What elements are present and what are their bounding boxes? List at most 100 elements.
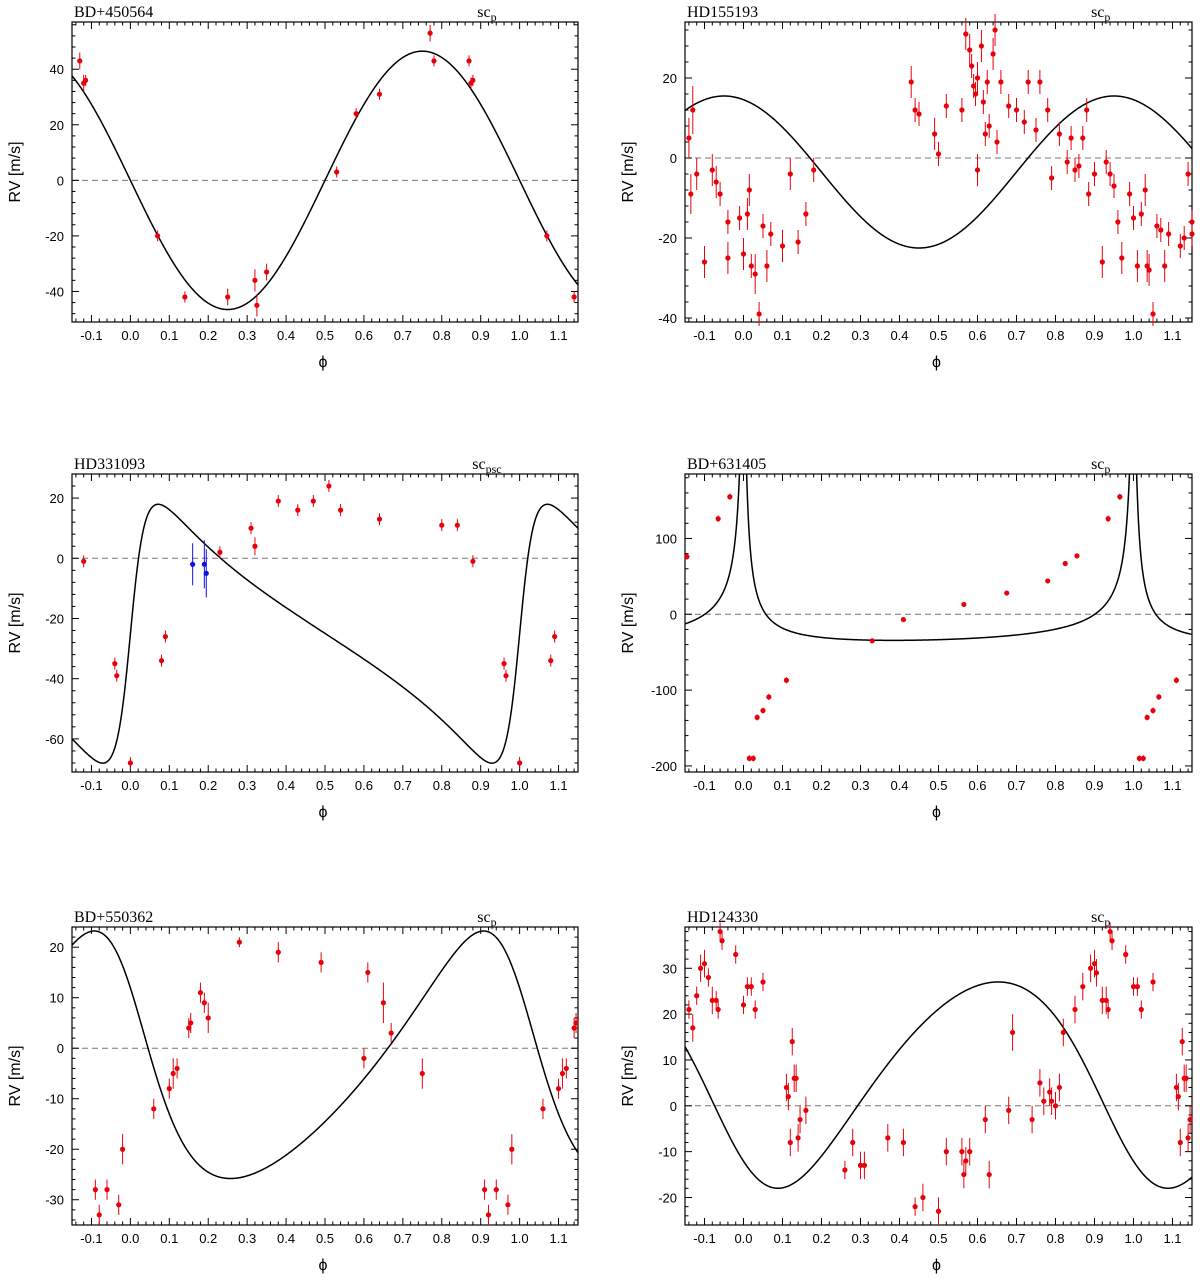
x-tick-label: 1.1: [1163, 1231, 1181, 1246]
panel-sublabel: scp: [1091, 4, 1110, 24]
panel-sublabel: scp: [1091, 909, 1110, 929]
x-tick-label: 1.0: [511, 328, 529, 343]
data-point: [961, 601, 967, 608]
data-point: [361, 1055, 367, 1061]
data-point: [254, 302, 260, 308]
plot-frame: [71, 21, 579, 323]
x-tick-label: 0.4: [890, 328, 908, 343]
data-point: [1029, 1116, 1035, 1123]
data-point: [811, 167, 817, 173]
data-point: [295, 507, 301, 513]
data-point: [686, 135, 692, 141]
data-point: [1056, 131, 1062, 137]
x-tick-label: 0.5: [316, 778, 334, 793]
data-point: [1138, 1006, 1144, 1013]
data-point: [83, 77, 89, 83]
x-tick-label: 0.8: [1046, 1231, 1064, 1246]
data-point: [967, 1149, 973, 1155]
data-point: [1021, 119, 1027, 125]
data-point: [252, 277, 258, 283]
data-point: [972, 91, 979, 97]
data-point: [1130, 215, 1137, 221]
data-point: [717, 191, 723, 197]
data-point: [466, 58, 472, 64]
y-axis-label: RV [m/s]: [7, 592, 24, 653]
data-point: [803, 211, 809, 217]
data-point: [967, 47, 973, 53]
x-tick-label: 0.3: [238, 328, 256, 343]
data-point: [197, 990, 204, 996]
data-point: [752, 271, 758, 277]
data-point: [752, 1006, 758, 1013]
data-point: [555, 1086, 562, 1092]
data-point: [1037, 1080, 1043, 1086]
data-point: [1109, 938, 1115, 944]
data-point: [756, 311, 762, 317]
data-point: [912, 107, 918, 113]
panel-title: BD+450564: [74, 4, 153, 21]
data-point: [155, 233, 161, 239]
data-point: [380, 1000, 386, 1006]
panel-title: BD+631405: [687, 456, 766, 473]
x-tick-label: 0.0: [121, 328, 139, 343]
data-point: [740, 251, 747, 257]
y-tick-label: 20: [663, 71, 677, 86]
y-tick-label: 10: [50, 991, 64, 1006]
data-point: [1099, 259, 1105, 265]
data-point: [715, 516, 721, 522]
data-point: [705, 974, 712, 981]
data-point: [104, 1187, 110, 1193]
x-tick-label: 0.7: [1007, 1231, 1025, 1246]
data-point: [170, 1070, 176, 1077]
data-point: [1144, 714, 1150, 721]
data-point: [571, 294, 577, 300]
model-curve: [72, 930, 578, 1180]
data-point: [1049, 175, 1055, 181]
x-tick-label: 0.1: [773, 328, 791, 343]
plot-frame: [684, 473, 1193, 773]
x-tick-label: -0.1: [693, 1231, 715, 1246]
data-point: [1173, 677, 1179, 683]
data-point: [174, 1065, 180, 1072]
x-tick-label: 1.1: [549, 778, 567, 793]
data-point: [768, 231, 774, 237]
data-point: [1166, 231, 1172, 237]
data-point: [748, 984, 754, 990]
data-point: [690, 1025, 696, 1031]
x-tick-label: 0.7: [394, 778, 412, 793]
x-tick-label: 0.1: [773, 778, 791, 793]
data-point: [1080, 135, 1086, 141]
data-point: [709, 997, 715, 1003]
x-tick-label: 0.6: [355, 328, 373, 343]
data-point: [916, 111, 922, 117]
x-tick-label: 0.2: [812, 1231, 830, 1246]
y-axis-label: RV [m/s]: [620, 592, 637, 653]
model-curve: [72, 503, 578, 764]
data-point: [1010, 1029, 1016, 1036]
data-point: [1105, 1006, 1111, 1013]
data-point: [1084, 107, 1090, 113]
x-tick-label: -0.1: [80, 328, 102, 343]
data-point: [694, 993, 700, 999]
x-tick-label: 0.6: [355, 778, 373, 793]
data-point: [1045, 107, 1051, 113]
data-point: [1060, 1029, 1066, 1036]
data-point: [540, 1106, 546, 1112]
x-tick-label: 0.8: [433, 328, 451, 343]
y-tick-label: 20: [50, 940, 64, 955]
data-point: [698, 965, 704, 971]
x-tick-label: 1.1: [1163, 778, 1181, 793]
y-tick-label: -20: [658, 231, 677, 246]
x-axis-label: ϕ: [932, 1257, 941, 1274]
data-point: [1103, 997, 1109, 1003]
data-point: [388, 1030, 394, 1036]
data-point: [1047, 1089, 1053, 1095]
data-point: [337, 507, 344, 513]
data-point: [803, 1107, 809, 1113]
data-point: [787, 171, 793, 177]
data-point: [365, 969, 371, 976]
x-tick-label: 1.0: [511, 778, 529, 793]
x-tick-label: 0.4: [277, 328, 295, 343]
data-point: [158, 658, 165, 664]
